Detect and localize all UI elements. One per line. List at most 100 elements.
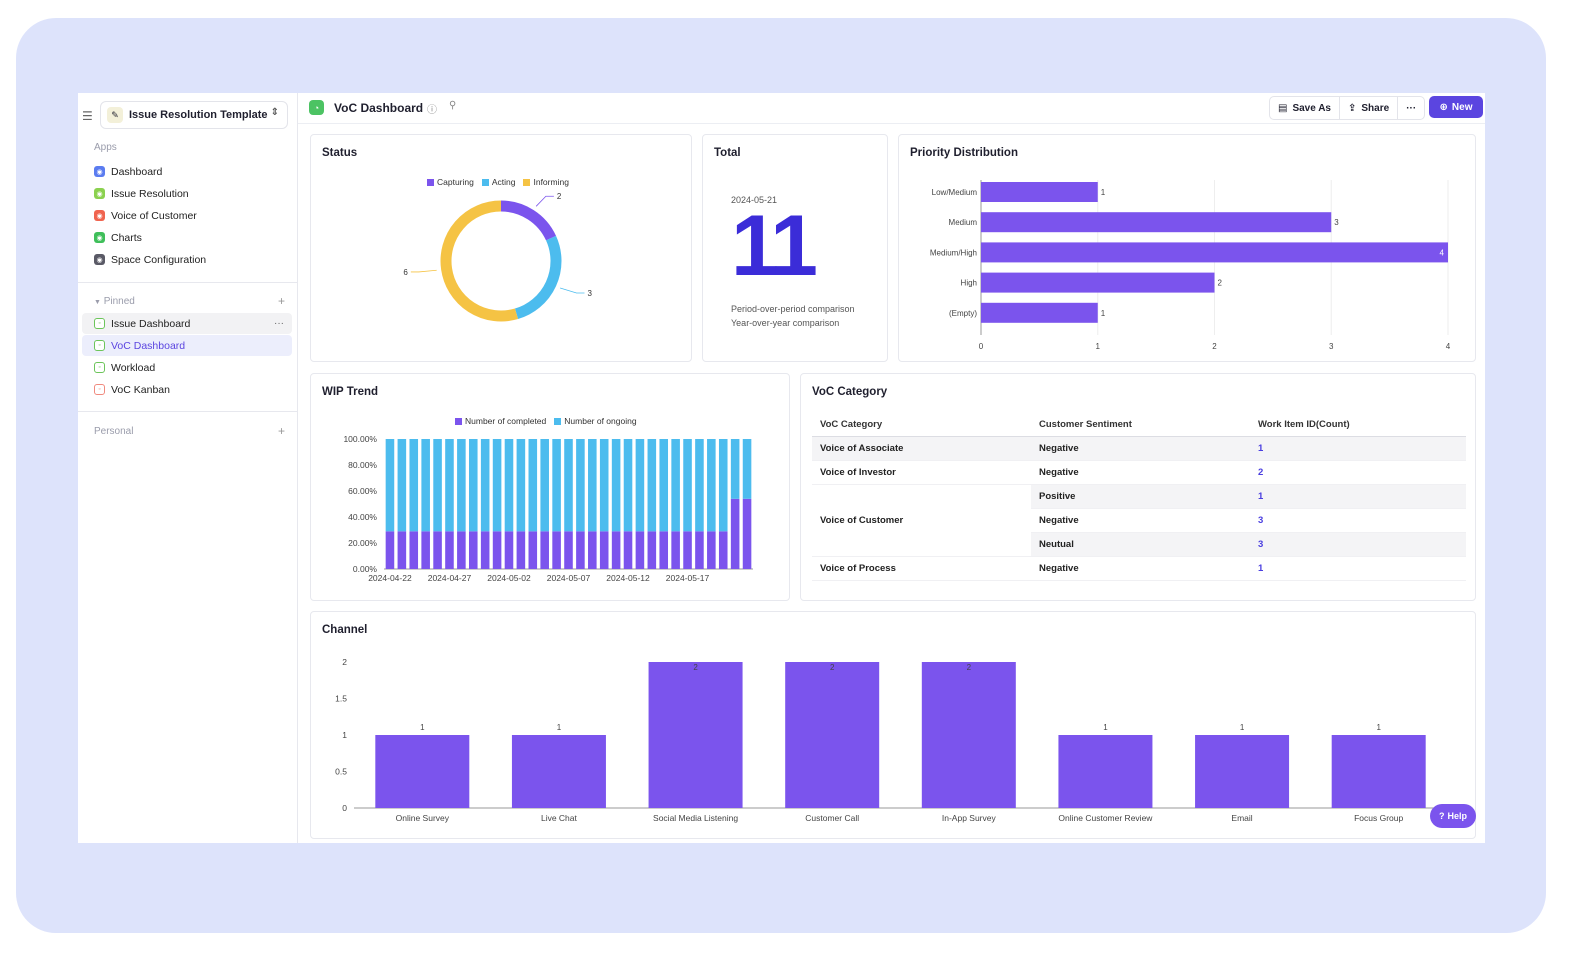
space-selector[interactable]: ✎ Issue Resolution Template ⇕: [100, 101, 288, 129]
leader-line: [560, 287, 585, 294]
add-pinned-icon[interactable]: +: [277, 294, 285, 308]
bar-ongoing: [504, 439, 514, 532]
collapse-sidebar-icon[interactable]: ☰: [82, 109, 93, 123]
sidebar-item-label: Charts: [111, 231, 142, 244]
table-header-row: VoC Category Customer Sentiment Work Ite…: [812, 412, 1466, 437]
category-cell: Voice of Investor: [812, 460, 1031, 485]
count-cell[interactable]: 1: [1250, 556, 1466, 581]
bar-completed: [588, 531, 597, 569]
table-row: Negative 3: [812, 508, 1466, 533]
dashboard-icon: ◉: [94, 166, 105, 177]
bar-ongoing: [707, 439, 716, 532]
x-tick-label: 2024-04-22: [368, 573, 412, 583]
bar: [648, 662, 743, 808]
category-label: High: [961, 279, 977, 288]
legend-item[interactable]: Acting: [481, 177, 515, 187]
bar-completed: [730, 498, 740, 569]
channel-bar-chart: 0 0.5 1 1.5 2 1 Online Survey 1 Live Chat 2 Social…: [335, 657, 1447, 823]
data-label: 1: [1101, 309, 1106, 318]
bar-ongoing: [599, 439, 609, 532]
add-personal-icon[interactable]: +: [277, 424, 285, 438]
question-icon: ?: [1438, 811, 1445, 821]
column-header: Customer Sentiment: [1031, 412, 1250, 437]
more-options-icon[interactable]: ···: [274, 318, 284, 329]
sidebar-item-issue-resolution[interactable]: ◉ Issue Resolution: [82, 183, 292, 204]
legend-label: Number of completed: [465, 416, 547, 426]
help-button[interactable]: ? Help: [1430, 804, 1476, 828]
plus-circle-icon: ⊕: [1439, 101, 1448, 113]
pinned-item-issue-dashboard[interactable]: ◦ Issue Dashboard ···: [82, 313, 292, 334]
pinned-item-workload[interactable]: ◦ Workload: [82, 357, 292, 378]
sentiment-cell: Negative: [1031, 556, 1250, 581]
bar-ongoing: [671, 439, 680, 532]
x-tick-label: 2024-04-27: [428, 573, 472, 583]
voc-card-title: VoC Category: [812, 386, 888, 398]
pinned-item-label: Workload: [111, 361, 156, 374]
sidebar-item-dashboard[interactable]: ◉ Dashboard: [82, 161, 292, 182]
legend-swatch: [481, 179, 489, 187]
legend-item[interactable]: Capturing: [427, 177, 474, 187]
period-comparison: Period-over-period comparison: [731, 304, 855, 314]
more-button[interactable]: ···: [1406, 102, 1417, 114]
y-tick-label: 60.00%: [348, 486, 377, 496]
status-card: Status Capturing Acting Informing 2 3 6: [310, 134, 692, 362]
data-label: 1: [1376, 723, 1381, 732]
total-card: Total 2024-05-21 11 Period-over-period c…: [702, 134, 888, 362]
legend-label: Number of ongoing: [564, 416, 637, 426]
bar-completed: [576, 531, 585, 569]
pinned-item-voc-kanban[interactable]: ◦ VoC Kanban: [82, 379, 292, 400]
legend-item[interactable]: Informing: [523, 177, 569, 187]
sidebar-item-label: Voice of Customer: [111, 209, 197, 222]
leader-line: [535, 195, 554, 207]
count-cell[interactable]: 3: [1250, 532, 1466, 557]
count-cell[interactable]: 2: [1250, 460, 1466, 485]
sidebar-divider: [78, 411, 297, 412]
pin-icon[interactable]: ⚲: [449, 100, 457, 111]
category-label: Medium: [949, 218, 978, 227]
share-button[interactable]: ⇪ Share: [1340, 97, 1399, 119]
status-donut-chart: 2 3 6: [403, 192, 592, 322]
legend-item[interactable]: Number of ongoing: [554, 416, 637, 426]
bar: [1195, 735, 1290, 808]
donut-slice: [514, 235, 562, 320]
count-cell[interactable]: 1: [1250, 436, 1466, 461]
table-row: Voice of Investor Negative 2: [812, 460, 1466, 485]
save-icon: ▤: [1278, 102, 1288, 114]
status-card-title: Status: [322, 147, 358, 159]
bar-ongoing: [623, 439, 633, 532]
save-as-button[interactable]: ▤ Save As: [1270, 97, 1340, 119]
legend-label: Capturing: [437, 177, 474, 187]
y-tick-label: 0: [342, 803, 347, 813]
count-cell[interactable]: 3: [1250, 508, 1466, 533]
channel-card: Channel 0 0.5 1 1.5 2 1 Online Survey 1 Live Cha…: [310, 611, 1476, 839]
bar-ongoing: [647, 439, 657, 532]
legend-label: Informing: [533, 177, 569, 187]
sidebar-item-label: Issue Resolution: [111, 187, 189, 200]
pinned-item-label: VoC Dashboard: [111, 339, 186, 352]
sidebar-item-space-configuration[interactable]: ◉ Space Configuration: [82, 249, 292, 270]
bar: [981, 182, 1098, 202]
data-label: 2: [1218, 279, 1223, 288]
bar-ongoing: [718, 439, 728, 532]
count-cell[interactable]: 1: [1250, 484, 1466, 509]
sentiment-cell: Neutual: [1031, 532, 1250, 557]
legend-item[interactable]: Number of completed: [455, 416, 546, 426]
data-label: 2: [693, 663, 698, 672]
x-tick-label: 2024-05-17: [666, 573, 710, 583]
category-label: Customer Call: [805, 813, 859, 823]
y-tick-label: 2: [342, 657, 347, 667]
column-header: VoC Category: [812, 412, 1031, 437]
sidebar-item-voice-of-customer[interactable]: ◉ Voice of Customer: [82, 205, 292, 226]
page-title: VoC Dashboard: [334, 101, 424, 115]
sentiment-cell: Negative: [1031, 436, 1250, 461]
sidebar-item-charts[interactable]: ◉ Charts: [82, 227, 292, 248]
data-label: 4: [1440, 248, 1445, 257]
info-icon[interactable]: ⓘ: [427, 105, 437, 116]
new-button[interactable]: ⊕ New: [1429, 96, 1483, 118]
pinned-item-voc-dashboard[interactable]: ◦ VoC Dashboard: [82, 335, 292, 356]
sidebar-divider: [78, 282, 297, 283]
bar-ongoing: [695, 439, 704, 532]
data-label: 1: [1103, 723, 1108, 732]
y-tick-label: 80.00%: [348, 460, 377, 470]
pinned-section-label[interactable]: ▼ Pinned: [94, 296, 135, 307]
